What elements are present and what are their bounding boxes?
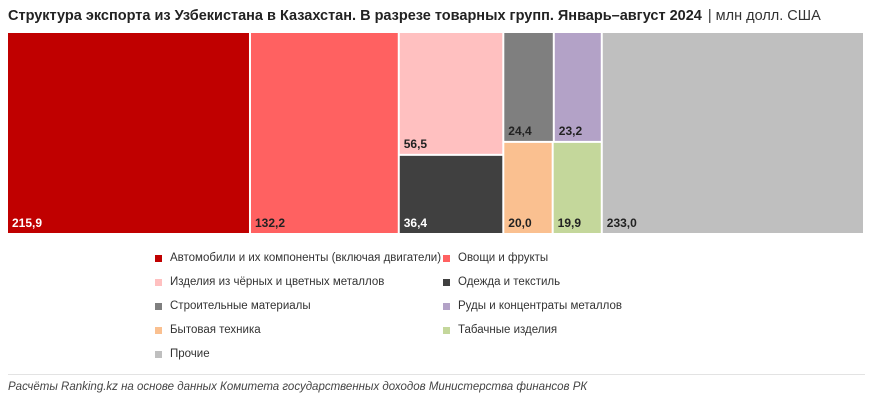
chart-title-row: Структура экспорта из Узбекистана в Каза… xyxy=(8,7,821,25)
legend-label: Изделия из чёрных и цветных металлов xyxy=(170,276,385,288)
legend-label: Руды и концентраты металлов xyxy=(458,300,622,312)
treemap-rect xyxy=(399,33,503,154)
treemap-value-label: 215,9 xyxy=(12,216,42,230)
treemap-cell: 23,2 xyxy=(554,33,601,141)
chart-legend: Автомобили и их компоненты (включая двиг… xyxy=(155,246,715,366)
legend-item: Прочие xyxy=(155,342,443,366)
treemap-rect xyxy=(553,142,601,233)
treemap-rect xyxy=(399,155,503,233)
title-separator: | xyxy=(707,8,712,24)
legend-label: Автомобили и их компоненты (включая двиг… xyxy=(170,252,442,264)
treemap-value-label: 23,2 xyxy=(559,124,583,138)
treemap-cell: 36,4 xyxy=(399,155,503,233)
treemap-value-label: 19,9 xyxy=(558,216,582,230)
legend-swatch xyxy=(443,302,450,310)
legend-label: Овощи и фрукты xyxy=(458,252,549,264)
legend-label: Табачные изделия xyxy=(458,324,558,336)
treemap-value-label: 56,5 xyxy=(404,137,428,151)
legend-swatch xyxy=(443,326,450,334)
legend-swatch xyxy=(443,278,450,286)
chart-title: Структура экспорта из Узбекистана в Каза… xyxy=(8,8,702,24)
legend-label: Одежда и текстиль xyxy=(458,276,561,288)
legend-swatch xyxy=(155,254,162,262)
legend-item: Овощи и фрукты xyxy=(443,246,715,270)
treemap-cell: 20,0 xyxy=(504,142,552,233)
treemap-cell: 132,2 xyxy=(250,33,398,233)
treemap-cell: 215,9 xyxy=(8,33,249,233)
legend-label: Бытовая техника xyxy=(170,324,261,336)
legend-item: Руды и концентраты металлов xyxy=(443,294,715,318)
treemap-cell: 24,4 xyxy=(504,33,553,141)
legend-swatch xyxy=(155,278,162,286)
treemap-chart: 215,9 132,2 56,5 36,4 24,4 23,2 20,0 19,9 233,0 xyxy=(8,33,863,233)
treemap-value-label: 20,0 xyxy=(508,216,532,230)
treemap-cell: 19,9 xyxy=(553,142,601,233)
legend-item: Бытовая техника xyxy=(155,318,443,342)
legend-item: Одежда и текстиль xyxy=(443,270,715,294)
treemap-value-label: 132,2 xyxy=(255,216,285,230)
treemap-rect xyxy=(504,33,553,141)
treemap-value-label: 233,0 xyxy=(607,216,637,230)
legend-item: Изделия из чёрных и цветных металлов xyxy=(155,270,443,294)
treemap-rect xyxy=(504,142,552,233)
legend-label: Прочие xyxy=(170,348,210,360)
legend-swatch xyxy=(443,254,450,262)
treemap-cell: 233,0 xyxy=(602,33,863,233)
legend-label: Строительные материалы xyxy=(170,300,311,312)
legend-item: Автомобили и их компоненты (включая двиг… xyxy=(155,246,443,270)
treemap-cell: 56,5 xyxy=(399,33,503,154)
legend-swatch xyxy=(155,350,162,358)
legend-item: Строительные материалы xyxy=(155,294,443,318)
treemap-rect xyxy=(250,33,398,233)
treemap-rect xyxy=(8,33,249,233)
legend-swatch xyxy=(155,326,162,334)
legend-item: Табачные изделия xyxy=(443,318,715,342)
chart-unit: млн долл. США xyxy=(715,8,821,24)
treemap-rect xyxy=(602,33,863,233)
treemap-rect xyxy=(554,33,601,141)
treemap-value-label: 24,4 xyxy=(508,124,532,138)
source-note: Расчёты Ranking.kz на основе данных Коми… xyxy=(8,381,588,393)
footer-divider xyxy=(8,374,865,375)
treemap-value-label: 36,4 xyxy=(404,216,428,230)
legend-swatch xyxy=(155,302,162,310)
